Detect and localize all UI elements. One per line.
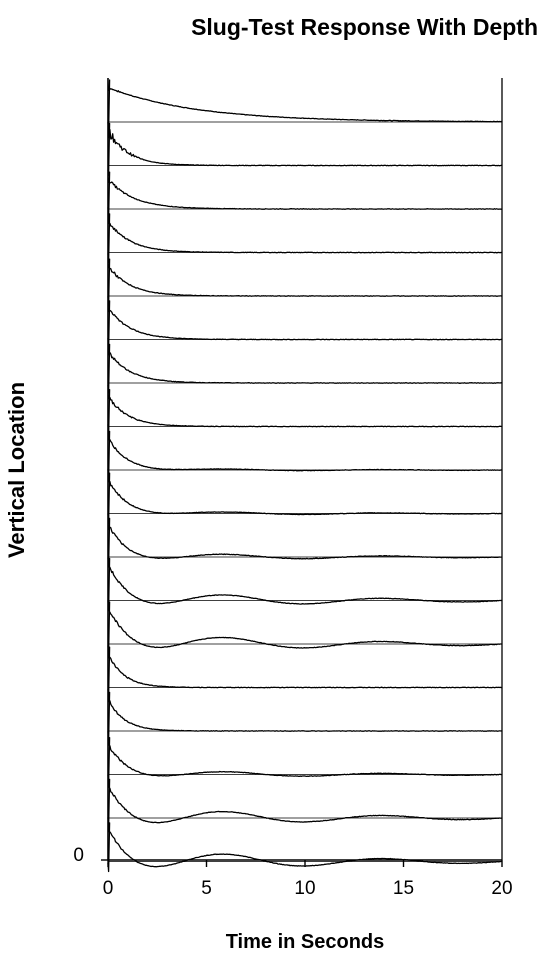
series-trace-2 (107, 122, 503, 177)
x-tick-label-10: 10 (294, 878, 315, 899)
series-trace-5 (107, 258, 503, 307)
series-trace-15 (107, 691, 503, 742)
series-trace-10 (107, 472, 503, 525)
series-trace-18 (107, 822, 503, 873)
series-trace-14 (107, 646, 503, 699)
x-tick-label-5: 5 (201, 878, 212, 899)
x-axis-label: Time in Seconds (226, 931, 385, 953)
series-trace-3 (107, 171, 503, 220)
chart-title: Slug-Test Response With Depth (191, 14, 538, 40)
series-trace-12 (107, 557, 503, 612)
series-trace-9 (107, 430, 503, 481)
x-tick-label-0: 0 (103, 878, 114, 899)
series-trace-7 (107, 343, 503, 394)
series-trace-13 (107, 601, 503, 655)
x-tick-label-20: 20 (491, 878, 512, 899)
y-axis-label: Vertical Location (4, 382, 29, 558)
y-tick-label-0: 0 (73, 845, 84, 866)
series-trace-17 (107, 778, 503, 829)
series-trace-6 (107, 300, 503, 351)
series-trace-11 (107, 517, 502, 568)
series-trace-8 (107, 388, 503, 438)
series-trace-4 (107, 213, 503, 264)
x-tick-label-15: 15 (393, 878, 414, 899)
ticks-group: 0 5 10 15 20 0 (73, 845, 512, 899)
series-trace-16 (107, 736, 503, 786)
traces-group (107, 79, 503, 873)
baselines-group (108, 121, 502, 862)
series-trace-1 (107, 79, 503, 133)
